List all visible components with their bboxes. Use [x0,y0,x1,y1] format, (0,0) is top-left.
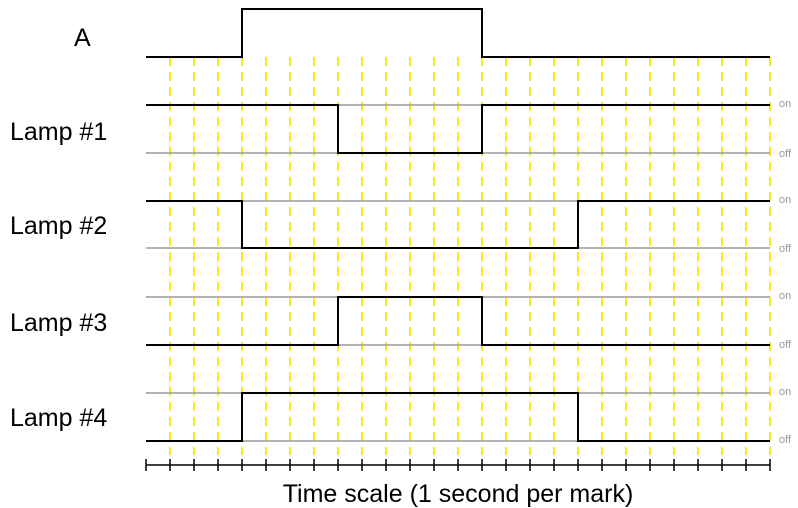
lamp-4-trace [146,392,770,442]
lamp-2-on-label: on [779,194,791,206]
lamp-2-label: Lamp #2 [10,212,107,240]
lamp-1-label: Lamp #1 [10,118,107,146]
lamp-2-off-label: off [779,243,792,255]
lamp-2-trace [146,200,770,249]
lamp-4-off-label: off [779,434,792,446]
lamp-4-label: Lamp #4 [10,404,107,432]
input-a-trace [146,8,770,58]
lamp-1-off-label: off [779,148,792,160]
lamp-3-label: Lamp #3 [10,309,107,337]
time-axis-title: Time scale (1 second per mark) [283,480,634,508]
lamp-1-trace [146,104,770,154]
signal-traces [146,8,770,442]
lamp-3-trace [146,296,770,346]
lamp-3-off-label: off [779,339,792,351]
lamp-3-on-label: on [779,290,791,302]
input-a-label: A [74,24,91,52]
lamp-4-on-label: on [779,386,791,398]
time-gridlines [169,57,771,455]
time-axis [145,459,771,471]
lamp-1-on-label: on [779,98,791,110]
